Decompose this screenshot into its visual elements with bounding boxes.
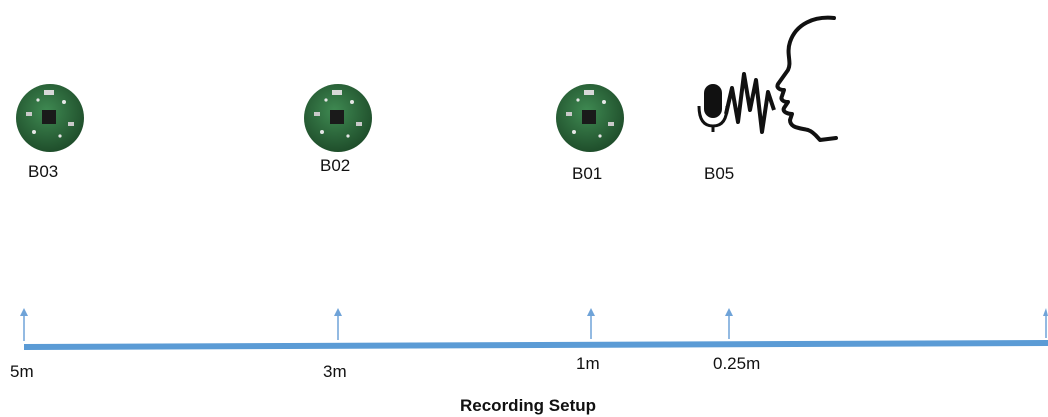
sound-wave-icon — [724, 72, 776, 134]
device-label-b03: B03 — [28, 162, 59, 181]
marker-arrow-edge — [1043, 308, 1048, 338]
device-label-b01: B01 — [572, 164, 603, 183]
marker-arrow-5m — [20, 308, 28, 341]
device-b02-board-icon — [304, 84, 372, 152]
distance-label-5m: 5m — [10, 362, 34, 381]
marker-arrow-1m — [587, 308, 595, 339]
device-label-b05: B05 — [704, 164, 735, 183]
device-b01-board-icon — [556, 84, 624, 152]
diagram-caption: Recording Setup — [460, 396, 597, 415]
distance-label-0.25m: 0.25m — [713, 354, 761, 373]
device-b03-board-icon — [16, 84, 84, 152]
microphone-icon — [697, 84, 729, 132]
speaking-person-icon — [697, 15, 838, 142]
distance-label-1m: 1m — [576, 354, 600, 373]
distance-label-3m: 3m — [323, 362, 347, 381]
marker-arrow-3m — [334, 308, 342, 340]
marker-arrow-0.25m — [725, 308, 733, 339]
axis-line — [23, 340, 1048, 350]
face-profile-icon — [775, 15, 838, 142]
device-label-b02: B02 — [320, 156, 351, 175]
